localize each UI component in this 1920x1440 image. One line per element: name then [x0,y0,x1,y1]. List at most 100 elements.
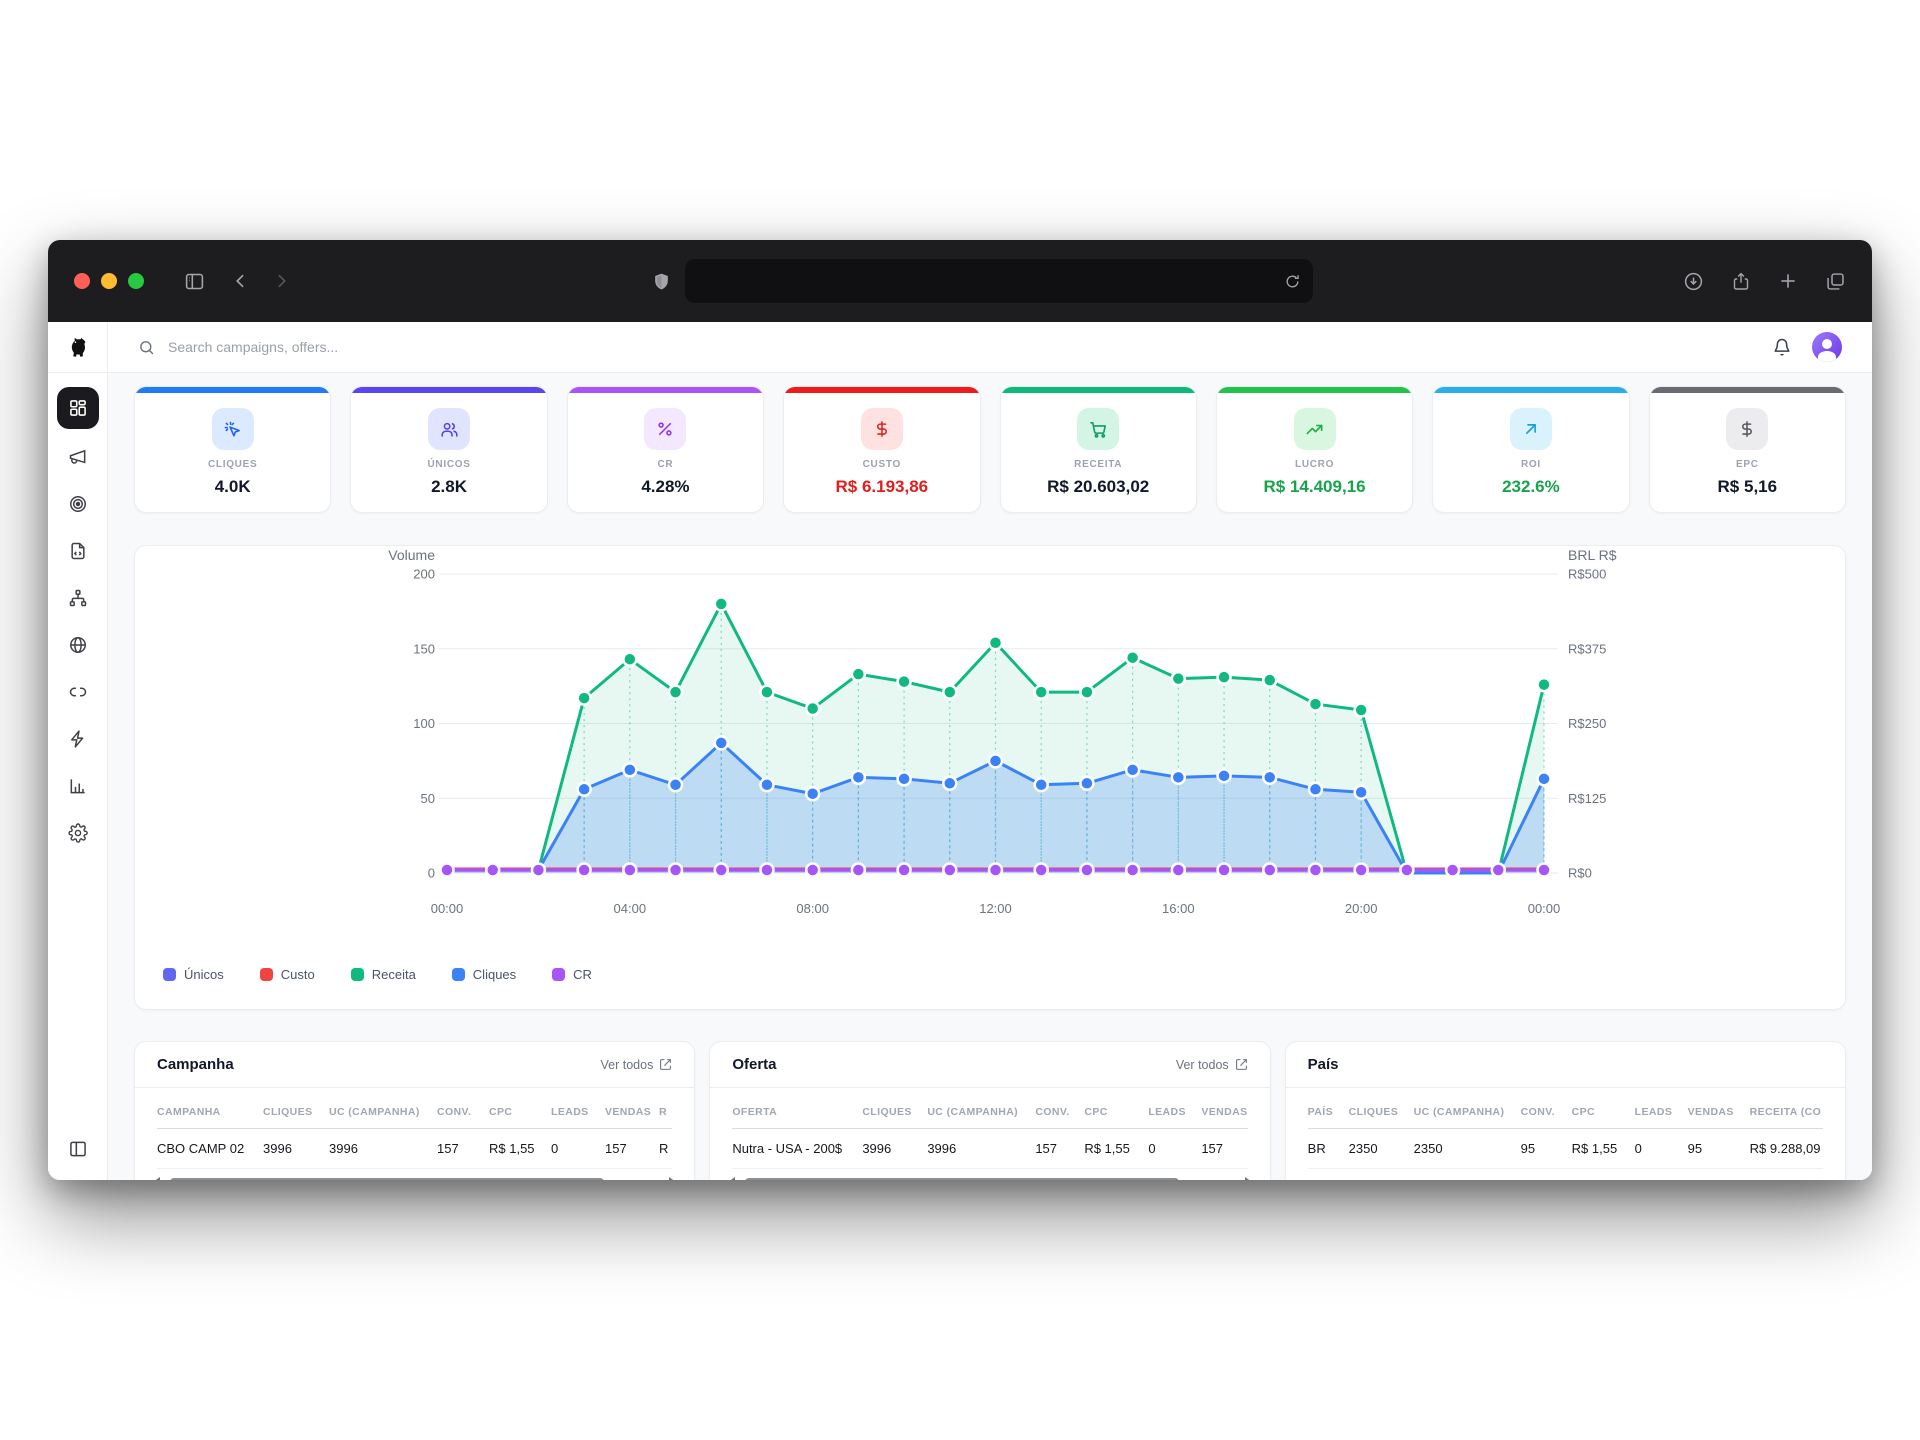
svg-text:16:00: 16:00 [1162,901,1195,916]
sidebar-item-landing-pages[interactable] [59,532,97,570]
kpi-card-epc[interactable]: EPC R$ 5,16 [1648,386,1846,513]
svg-text:R$125: R$125 [1568,791,1606,806]
kpi-accent-strip [1216,387,1413,393]
kpi-label: EPC [1735,459,1759,470]
kpi-card-receita[interactable]: RECEITA R$ 20.603,02 [999,386,1197,513]
dollar-icon [860,408,903,450]
campanha-ver-todos-link[interactable]: Ver todos [601,1058,673,1072]
sidebar-item-dashboard[interactable] [56,387,99,429]
browser-window: Search campaigns, offers... CLIQUES 4.0K [48,240,1872,1180]
table-row[interactable]: BR 2350 2350 95 R$ 1,55 0 95 R$ 9.288,09 [1307,1129,1823,1169]
legend-item-custo[interactable]: Custo [259,967,315,982]
downloads-icon[interactable] [1683,271,1704,292]
kpi-accent-strip [1649,387,1845,393]
gear-icon [67,823,88,843]
sidebar-item-settings[interactable] [59,814,97,852]
svg-text:04:00: 04:00 [614,901,647,916]
table-row[interactable]: Nutra - USA - 200$ 3996 3996 157 R$ 1,55 0 157 [732,1129,1248,1169]
zoom-window-button[interactable] [128,273,144,289]
sidebar-item-automations[interactable] [59,720,97,758]
legend-item-unicos[interactable]: Únicos [163,967,224,982]
traffic-area-chart[interactable]: 0 R$0 50 R$125 100 R$250 150 R$375 200 R$500 Volum… [135,546,1846,956]
scroll-left-arrow[interactable] [153,1177,160,1180]
reload-icon[interactable] [1284,273,1301,290]
legend-item-receita[interactable]: Receita [350,967,416,982]
tab-overview-icon[interactable] [1825,271,1846,292]
sidebar-item-links[interactable] [59,673,97,711]
table-header-row: CAMPANHA CLIQUES UC (CAMPANHA) CONV. CPC LEAD… [157,1094,673,1129]
legend-item-cr[interactable]: CR [552,967,592,982]
new-tab-icon[interactable] [1778,271,1798,292]
scroll-left-arrow[interactable] [728,1177,736,1180]
kpi-accent-strip [567,387,764,393]
horizontal-scrollbar[interactable] [710,1169,1269,1180]
dashboard-content: CLIQUES 4.0K ÚNICOS 2.8K CR 4.28% [108,373,1872,1180]
address-bar[interactable] [684,259,1313,303]
percent-icon [644,408,687,450]
svg-text:20:00: 20:00 [1345,901,1378,916]
minimize-window-button[interactable] [101,273,117,289]
scroll-right-arrow[interactable] [669,1177,677,1180]
kpi-label: RECEITA [1074,459,1123,470]
horizontal-scrollbar[interactable] [135,1169,694,1180]
sidebar-collapse-toggle[interactable] [68,1139,88,1180]
sidebar [48,322,108,1180]
kpi-card-unicos[interactable]: ÚNICOS 2.8K [350,386,548,513]
oferta-card: Oferta Ver todos OFERTA CLIQUES UC (CAMPAN… [709,1041,1271,1180]
kpi-card-lucro[interactable]: LUCRO R$ 14.409,16 [1215,386,1414,513]
kpi-card-roi[interactable]: ROI 232.6% [1432,386,1630,513]
forward-icon[interactable] [271,271,291,291]
table-row[interactable]: CBO CAMP 02 3996 3996 157 R$ 1,55 0 157 R [157,1129,673,1169]
sidebar-item-offers[interactable] [59,485,97,523]
bar-chart-icon [70,779,85,794]
scrollbar-thumb[interactable] [745,1178,1180,1180]
close-window-button[interactable] [74,273,90,289]
kpi-card-cr[interactable]: CR 4.28% [566,386,765,513]
campanha-title: Campanha [157,1056,234,1073]
dog-logo-icon [71,337,86,357]
kpi-accent-strip [1433,387,1629,393]
pais-title: País [1307,1056,1339,1073]
sidebar-item-flows[interactable] [59,579,97,617]
oferta-ver-todos-link[interactable]: Ver todos [1176,1058,1248,1072]
globe-icon [69,637,86,653]
kpi-label: CLIQUES [208,459,258,470]
scroll-right-arrow[interactable] [1244,1177,1252,1180]
svg-text:R$500: R$500 [1568,567,1606,582]
table-header-row: PAÍS CLIQUES UC (CAMPANHA) CONV. CPC LEADS VEN… [1307,1094,1823,1129]
kpi-value: 4.28% [641,477,690,496]
kpi-accent-strip [135,387,331,393]
search-icon [140,340,154,354]
share-icon[interactable] [1731,271,1751,292]
sidebar-item-campaigns[interactable] [59,438,97,476]
kpi-label: LUCRO [1295,459,1335,470]
legend-item-cliques[interactable]: Cliques [451,967,516,982]
bell-icon[interactable] [1772,337,1792,357]
app-logo[interactable] [48,322,107,373]
kpi-label: CUSTO [862,459,901,470]
target-icon [69,496,86,512]
kpi-card-custo[interactable]: CUSTO R$ 6.193,86 [783,386,981,513]
sidebar-item-reports[interactable] [59,767,97,805]
back-icon[interactable] [231,271,251,291]
shopping-cart-icon [1077,408,1120,450]
svg-text:150: 150 [413,641,435,656]
browser-sidebar-toggle-icon[interactable] [184,271,205,292]
window-controls [74,273,144,289]
dollar-icon [1726,408,1769,450]
pais-card: País PAÍS CLIQUES UC (CAMPANHA) CONV. CPC LEA… [1284,1041,1846,1180]
user-avatar[interactable] [1812,332,1842,362]
kpi-card-cliques[interactable]: CLIQUES 4.0K [134,386,332,513]
svg-text:00:00: 00:00 [1528,901,1561,916]
svg-text:08:00: 08:00 [796,901,829,916]
svg-text:00:00: 00:00 [431,901,464,916]
kpi-accent-strip [784,387,980,393]
table-row[interactable]: PT63663620R$ 1,55020R$ 3.484,10 [1308,1169,1823,1180]
search-input[interactable]: Search campaigns, offers... [168,339,339,355]
shield-icon[interactable] [652,271,671,292]
lightning-icon [70,730,83,748]
svg-text:50: 50 [421,791,435,806]
traffic-chart-card: 0 R$0 50 R$125 100 R$250 150 R$375 200 R$500 Volum… [134,545,1846,1010]
scrollbar-thumb[interactable] [170,1178,605,1180]
sidebar-item-domains[interactable] [59,626,97,664]
